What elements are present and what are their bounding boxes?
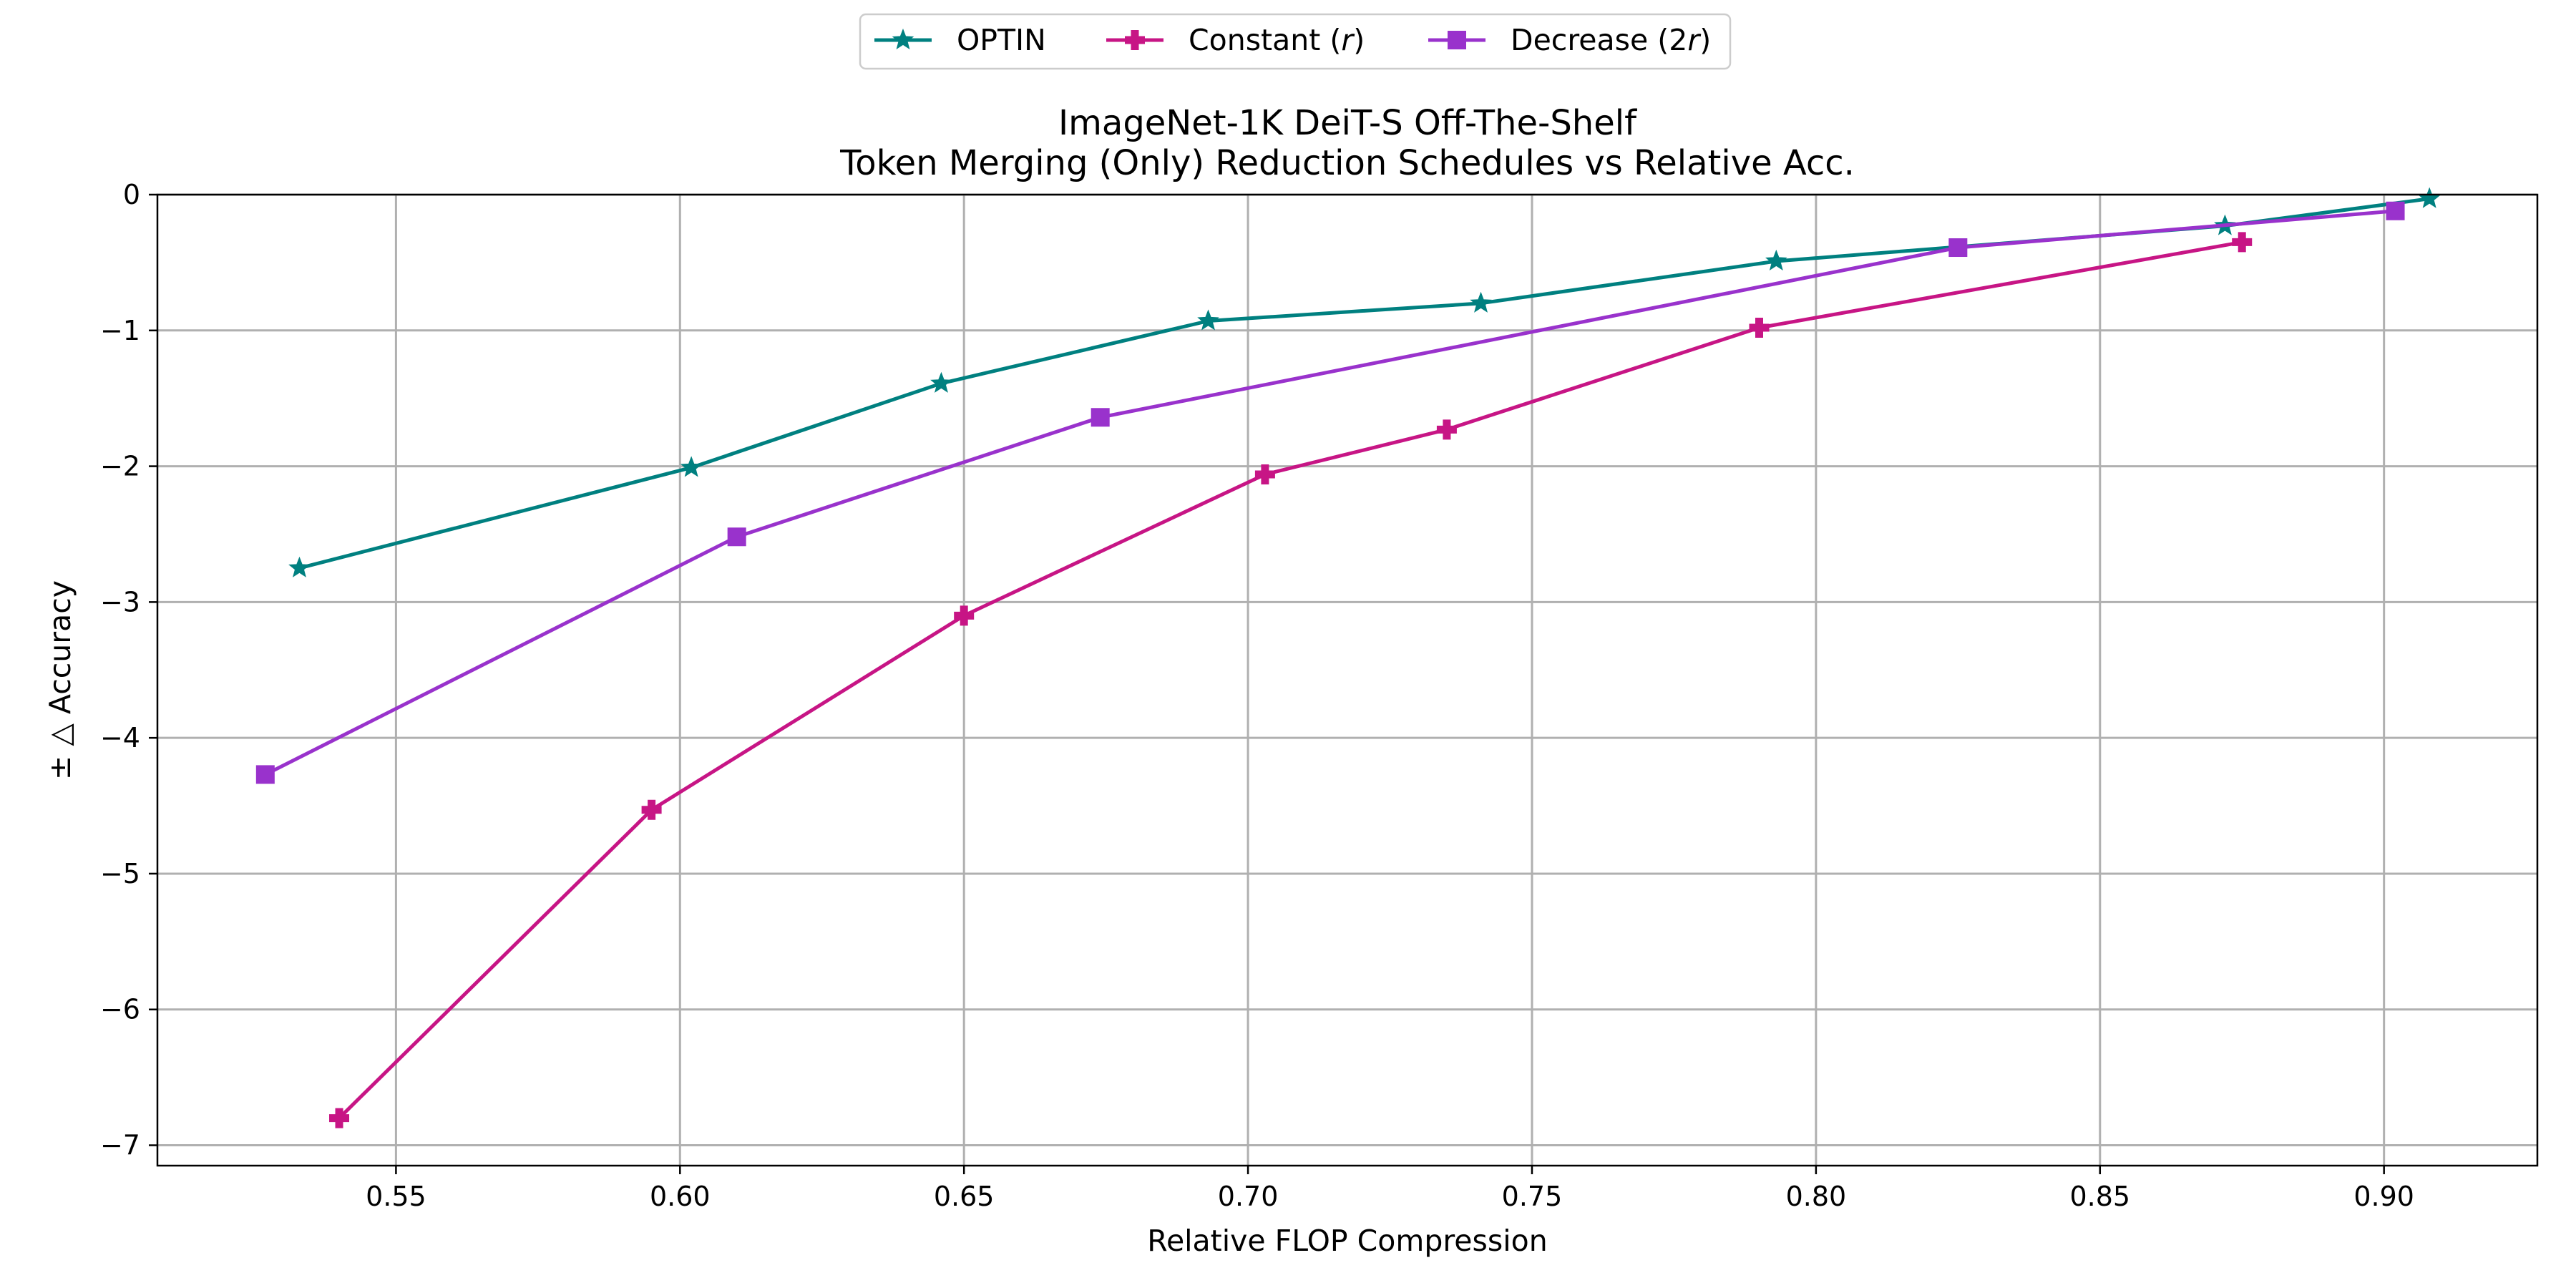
- data-point: [1436, 419, 1457, 440]
- grid: [157, 193, 2537, 1166]
- x-tick-label: 0.75: [1502, 1181, 1563, 1212]
- y-tick-label: −4: [100, 722, 140, 753]
- legend-label: Decrease (2r): [1511, 23, 1711, 57]
- legend-item: OPTIN: [874, 23, 1046, 57]
- data-point: [954, 605, 975, 626]
- y-tick-label: −1: [100, 315, 140, 346]
- y-tick-label: 0: [123, 179, 140, 210]
- series-line: [338, 240, 2243, 1120]
- data-point: [255, 765, 275, 784]
- chart-title: ImageNet-1K DeiT-S Off-The-Shelf: [1058, 103, 1637, 143]
- data-point: [930, 371, 952, 393]
- data-point: [2386, 201, 2405, 220]
- data-point: [1765, 249, 1787, 271]
- legend-box: [859, 13, 1732, 70]
- legend-marker: [892, 28, 914, 50]
- x-axis-label: Relative FLOP Compression: [1147, 1224, 1547, 1258]
- x-tick-label: 0.65: [934, 1181, 995, 1212]
- plot-area: [255, 187, 2441, 1128]
- data-point: [2232, 232, 2253, 253]
- y-tick-label: −7: [100, 1130, 140, 1161]
- series-1: [288, 187, 2441, 577]
- data-point: [1470, 291, 1492, 313]
- data-point: [1091, 408, 1110, 427]
- series-3: [255, 201, 2405, 784]
- x-tick-label: 0.90: [2353, 1181, 2414, 1212]
- legend: OPTIN Constant (r) Decrease (2r): [859, 13, 1732, 70]
- plot-frame: [156, 193, 2539, 1167]
- legend-item: Decrease (2r): [1428, 23, 1711, 57]
- data-point: [641, 799, 662, 820]
- legend-label: Constant (r): [1189, 23, 1365, 57]
- x-tick-label: 0.80: [1786, 1181, 1847, 1212]
- y-tick-label: −2: [100, 451, 140, 482]
- data-point: [680, 456, 703, 477]
- series-2: [329, 232, 2253, 1128]
- y-tick-label: −5: [100, 858, 140, 889]
- y-tick-label: −6: [100, 994, 140, 1025]
- data-point: [1254, 464, 1275, 484]
- data-point: [727, 527, 746, 547]
- series-line: [264, 209, 2396, 776]
- legend-marker: [1125, 30, 1145, 50]
- x-tick-label: 0.60: [650, 1181, 711, 1212]
- axes-ticks: 0.55 0.60 0.65 0.70 0.75 0.80 0.85 0.90 0 −1 −2 −3 −…: [100, 179, 2414, 1212]
- legend-item: Constant (r): [1106, 23, 1365, 57]
- y-tick-label: −3: [100, 586, 140, 618]
- data-point: [288, 556, 311, 577]
- legend-marker: [1448, 31, 1466, 49]
- x-tick-label: 0.85: [2069, 1181, 2130, 1212]
- data-point: [2418, 187, 2441, 208]
- legend-label: OPTIN: [957, 23, 1046, 57]
- chart-subtitle: Token Merging (Only) Reduction Schedules…: [839, 143, 1855, 183]
- data-point: [1197, 309, 1219, 331]
- x-tick-label: 0.70: [1218, 1181, 1279, 1212]
- series-line: [298, 197, 2430, 570]
- x-tick-label: 0.55: [366, 1181, 426, 1212]
- y-axis-label: ± △ Accuracy: [43, 580, 77, 780]
- data-point: [1749, 317, 1770, 338]
- data-point: [1948, 238, 1968, 258]
- data-point: [329, 1108, 350, 1128]
